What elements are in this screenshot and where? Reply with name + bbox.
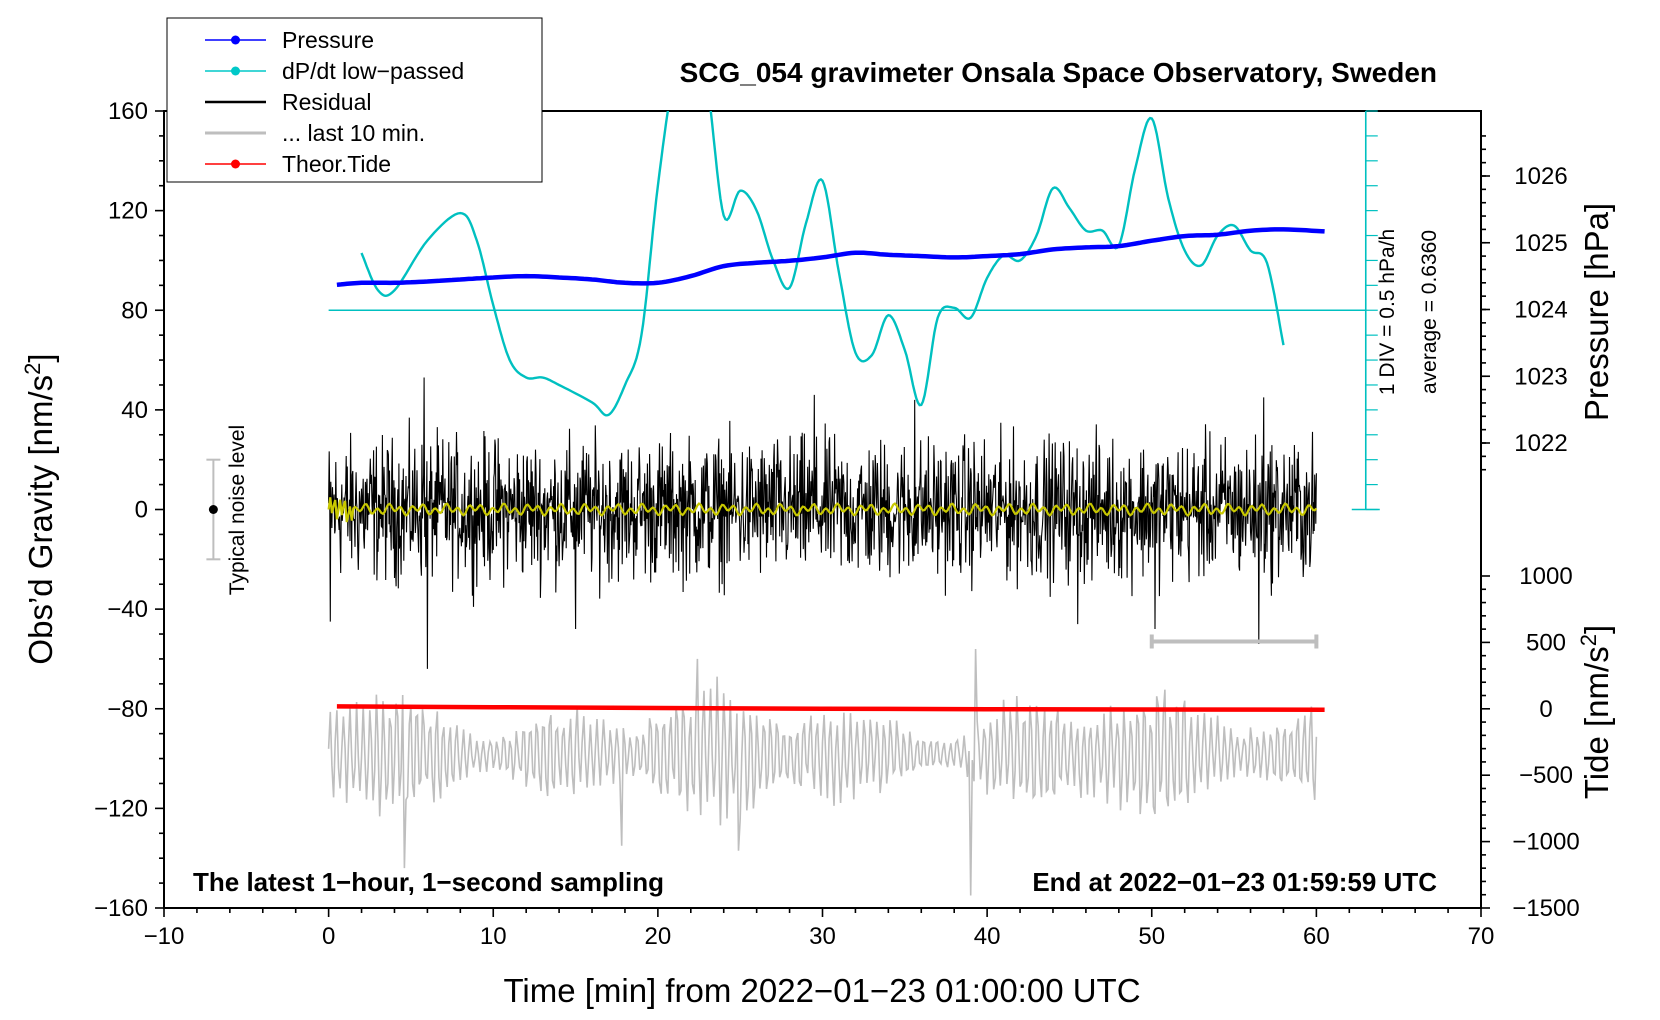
x-tick-label: 60 <box>1303 923 1330 950</box>
y-tick-label: 120 <box>108 198 148 225</box>
tide-tick-label: 500 <box>1526 629 1566 656</box>
y-tick-label: 160 <box>108 98 148 125</box>
y-tick-label: −40 <box>107 596 148 623</box>
pressure-tick-label: 1025 <box>1514 230 1567 257</box>
tide-tick-label: −500 <box>1519 762 1573 789</box>
y-tick-label: −160 <box>94 895 148 922</box>
legend: Pressure dP/dt low−passed Residual ... last… <box>166 17 543 183</box>
x-axis-ticks: −10 0 10 20 30 40 50 60 70 <box>144 908 1495 950</box>
x-tick-label: 10 <box>480 923 507 950</box>
y-tick-label: 0 <box>135 497 148 524</box>
theoretical-tide-series <box>336 704 1325 712</box>
tide-tick-label: −1000 <box>1512 829 1579 856</box>
last-10-min-bar <box>1149 634 1319 649</box>
residual-series <box>328 377 1317 669</box>
x-tick-label: 50 <box>1138 923 1165 950</box>
y-tick-label: 40 <box>121 397 148 424</box>
x-tick-label: 70 <box>1468 923 1495 950</box>
y-axis-label-pressure: Pressure [hPa] <box>1578 203 1615 421</box>
pressure-axis-ticks: 1022 1023 1024 1025 1026 <box>1481 135 1568 471</box>
legend-swatch-marker <box>231 66 240 76</box>
y-tick-label: −80 <box>107 696 148 723</box>
legend-label: ... last 10 min. <box>282 120 425 146</box>
chart-title: SCG_054 gravimeter Onsala Space Observat… <box>680 57 1437 88</box>
pressure-tick-label: 1023 <box>1514 363 1567 390</box>
legend-label: dP/dt low−passed <box>282 58 464 84</box>
legend-swatch-marker <box>231 159 240 169</box>
tide-tick-label: −1500 <box>1512 895 1579 922</box>
residual-smoothed-series <box>327 497 1318 523</box>
legend-label: Theor.Tide <box>282 151 391 177</box>
noise-level-indicator <box>206 458 221 561</box>
legend-label: Residual <box>282 89 372 115</box>
x-tick-label: 20 <box>645 923 672 950</box>
dpdt-series <box>360 111 1285 417</box>
tide-axis-ticks: −1500 −1000 −500 0 500 1000 <box>1481 563 1580 922</box>
x-tick-label: 30 <box>809 923 836 950</box>
y-tick-label: −120 <box>94 795 148 822</box>
tide-tick-label: 1000 <box>1519 563 1572 590</box>
pressure-tick-label: 1024 <box>1514 297 1567 324</box>
y-axis-label-tide: Tide [nm/s2] <box>1576 625 1616 799</box>
x-axis-label: Time [min] from 2022−01−23 01:00:00 UTC <box>503 972 1140 1009</box>
last-10-min-series <box>327 648 1318 896</box>
legend-swatch-marker <box>231 35 240 45</box>
x-tick-label: 0 <box>322 923 335 950</box>
data-layer <box>327 111 1366 896</box>
legend-box <box>166 17 543 183</box>
sampling-note: The latest 1−hour, 1−second sampling <box>193 867 664 897</box>
noise-center-dot <box>208 505 218 514</box>
pressure-tick-label: 1026 <box>1514 163 1567 190</box>
tide-tick-label: 0 <box>1539 696 1552 723</box>
pressure-tick-label: 1022 <box>1514 430 1567 457</box>
dpdt-average-text: average = 0.6360 <box>1418 230 1441 394</box>
x-tick-label: −10 <box>144 923 185 950</box>
pressure-series <box>336 227 1325 288</box>
dpdt-scale-text: 1 DIV = 0.5 hPa/h <box>1376 229 1399 395</box>
noise-level-text: Typical noise level <box>226 425 249 595</box>
y-tick-label: 80 <box>121 297 148 324</box>
legend-label: Pressure <box>282 27 374 53</box>
dpdt-scale-axis <box>1351 110 1380 511</box>
end-time-note: End at 2022−01−23 01:59:59 UTC <box>1032 867 1437 897</box>
x-tick-label: 40 <box>974 923 1001 950</box>
y-axis-label-left: Obs’d Gravity [nm/s2] <box>20 353 60 664</box>
y-axis-ticks: −160 −120 −80 −40 0 40 80 120 160 <box>94 98 164 922</box>
